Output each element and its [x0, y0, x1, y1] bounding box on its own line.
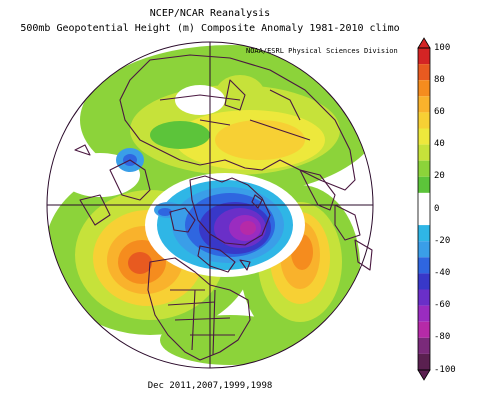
colorbar-top-arrow — [417, 37, 431, 49]
colorbar-bin — [418, 192, 430, 226]
colorbar-bottom-arrow — [417, 369, 431, 381]
colorbar-bin — [418, 305, 430, 322]
colorbar-bin — [418, 112, 430, 129]
chart-title: NCEP/NCAR Reanalysis — [149, 8, 271, 19]
colorbar-bin — [418, 257, 430, 274]
colorbar-bin — [418, 144, 430, 161]
colorbar-tick-label: 40 — [434, 139, 445, 150]
credit-label: NOAA/ESRL Physical Sciences Division — [246, 47, 398, 55]
colorbar — [417, 37, 431, 381]
colorbar-tick-label: 100 — [434, 42, 451, 53]
colorbar-tick-label: -40 — [434, 267, 451, 278]
colorbar-bin — [418, 160, 430, 177]
colorbar-tick-label: 0 — [434, 203, 440, 214]
colorbar-bin — [418, 353, 430, 370]
colorbar-tick-label: -100 — [434, 364, 456, 375]
colorbar-frame — [417, 47, 431, 371]
colorbar-bin — [418, 289, 430, 306]
colorbar-tick-label: -60 — [434, 300, 451, 311]
colorbar-bin — [418, 321, 430, 338]
colorbar-bin — [418, 337, 430, 354]
colorbar-tick-label: 60 — [434, 106, 445, 117]
colorbar-tick-label: 80 — [434, 74, 445, 85]
colorbar-bin — [418, 48, 430, 65]
colorbar-bin — [418, 241, 430, 258]
colorbar-bin — [418, 128, 430, 145]
date-composite-label: Dec 2011,2007,1999,1998 — [147, 381, 273, 391]
coastlines — [74, 54, 373, 361]
colorbar-bin — [418, 64, 430, 81]
colorbar-tick-label: 20 — [434, 171, 445, 182]
colorbar-tick-label: -20 — [434, 235, 451, 246]
colorbar-bin — [418, 176, 430, 193]
colorbar-tick-label: -80 — [434, 332, 451, 343]
colorbar-bin — [418, 225, 430, 242]
colorbar-bin — [418, 273, 430, 290]
chart-subtitle: 500mb Geopotential Height (m) Composite … — [20, 23, 400, 34]
colorbar-bin — [418, 80, 430, 97]
colorbar-bin — [418, 96, 430, 113]
